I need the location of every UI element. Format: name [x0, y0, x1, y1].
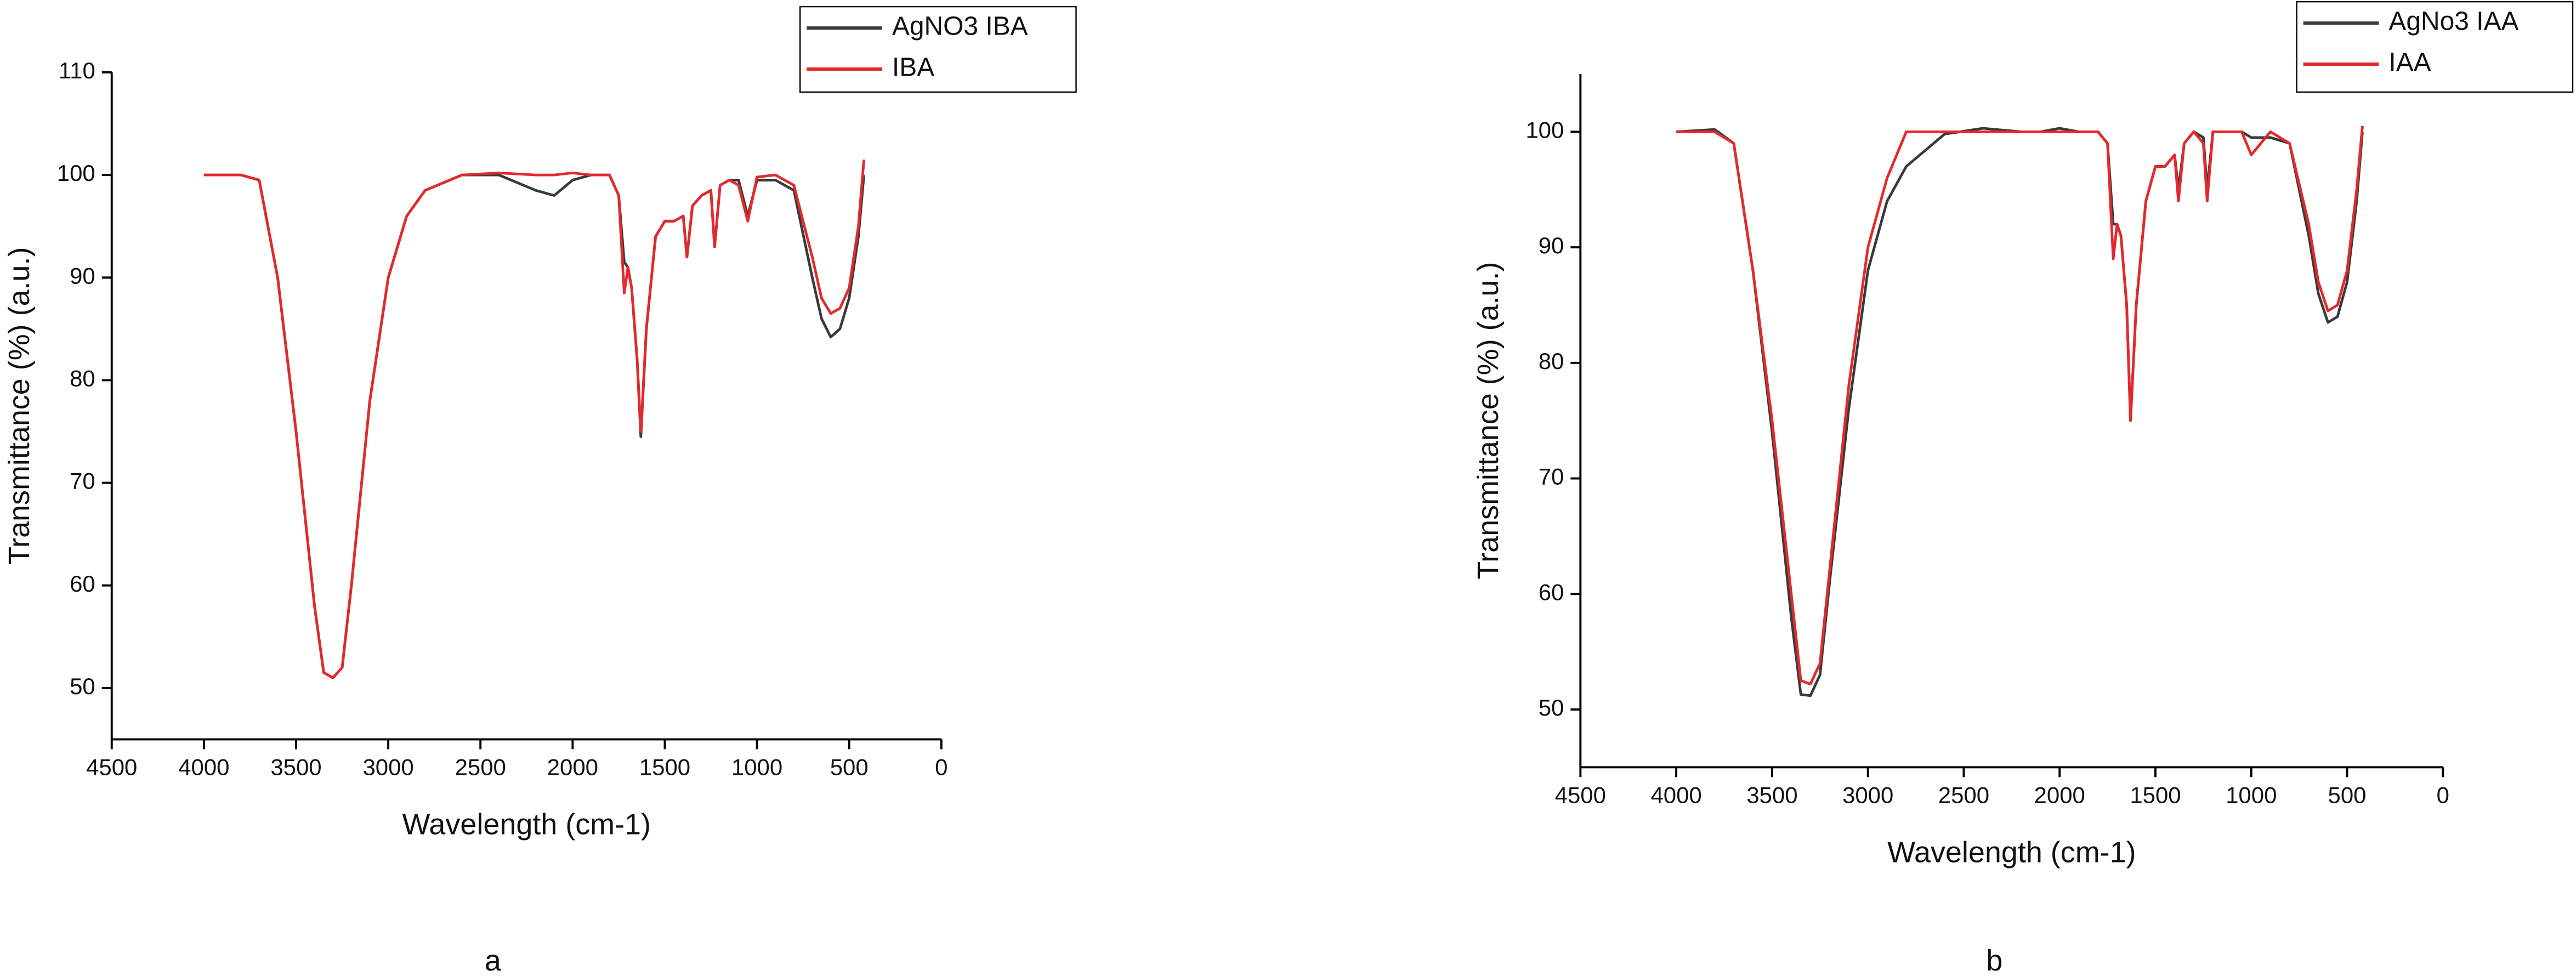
- chart-panel: 50 60 70 80 90 100 4500 4000 3500 3000 2500 2000 150…: [1472, 1, 2574, 976]
- legend-box: [2296, 1, 2574, 93]
- x-tick-label: 2500: [455, 754, 506, 780]
- x-tick-label: 3000: [1842, 782, 1893, 808]
- x-tick-label: 500: [830, 754, 869, 780]
- spectrum-line: [203, 159, 865, 679]
- x-tick-label: 2000: [2034, 782, 2085, 808]
- x-tick-label: 2000: [547, 754, 598, 780]
- y-tick-label: 100: [1525, 117, 1564, 143]
- x-tick-label: 1500: [2130, 782, 2181, 808]
- legend-label: IBA: [892, 53, 934, 82]
- y-tick-label: 90: [70, 263, 95, 288]
- x-tick-label: 4500: [86, 754, 137, 780]
- y-tick-label: 80: [1539, 348, 1564, 374]
- x-tick-label: 4500: [1555, 782, 1606, 808]
- x-tick-label: 4000: [178, 754, 229, 780]
- x-tick-label: 4000: [1650, 782, 1701, 808]
- legend-label: AgNO3 IBA: [892, 12, 1028, 41]
- y-tick-label: 50: [1539, 695, 1564, 720]
- x-tick-label: 1500: [639, 754, 690, 780]
- chart-panel: 50 60 70 80 90 100 110 4500 4000 3500 3000 2500 2000…: [3, 5, 1077, 976]
- y-tick-label: 80: [70, 365, 95, 391]
- y-axis-title: Transmittance (%) (a.u.): [3, 247, 36, 565]
- panel-caption: a: [485, 944, 501, 976]
- legend-label: IAA: [2388, 48, 2431, 77]
- y-tick-label: 110: [59, 58, 95, 83]
- spectrum-line: [1676, 127, 2364, 697]
- x-tick-label: 3500: [1746, 782, 1797, 808]
- x-tick-label: 1000: [2226, 782, 2277, 808]
- y-tick-label: 90: [1539, 232, 1564, 258]
- x-tick-label: 2500: [1938, 782, 1989, 808]
- y-tick-label: 70: [1539, 464, 1564, 490]
- y-tick-label: 60: [70, 571, 95, 597]
- y-tick-label: 70: [70, 468, 95, 494]
- x-tick-label: 500: [2328, 782, 2367, 808]
- x-tick-label: 1000: [731, 754, 782, 780]
- x-axis-title: Wavelength (cm-1): [402, 808, 651, 841]
- y-tick-label: 60: [1539, 579, 1564, 605]
- legend-box: [799, 5, 1077, 93]
- x-axis-title: Wavelength (cm-1): [1887, 836, 2136, 869]
- x-tick-label: 0: [935, 754, 947, 780]
- y-axis-title: Transmittance (%) (a.u.): [1472, 262, 1505, 580]
- x-tick-label: 3000: [362, 754, 413, 780]
- y-tick-label: 100: [57, 160, 95, 186]
- spectrum-line: [1676, 126, 2364, 686]
- y-tick-label: 50: [70, 673, 95, 699]
- panel-caption: b: [1986, 944, 2002, 976]
- legend-label: AgNo3 IAA: [2388, 7, 2518, 36]
- spectrum-line: [203, 173, 865, 679]
- x-tick-label: 3500: [270, 754, 321, 780]
- x-tick-label: 0: [2437, 782, 2449, 808]
